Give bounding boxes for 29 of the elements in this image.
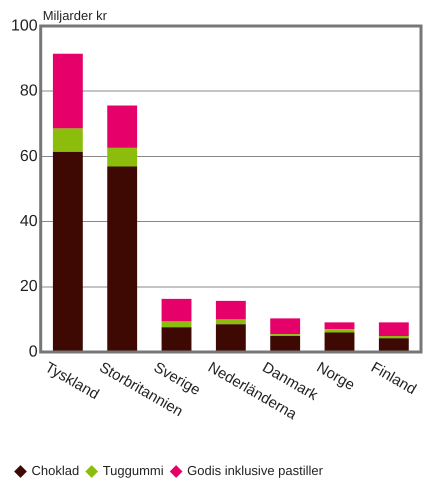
bar	[162, 321, 192, 328]
y-axis-title: Miljarder kr	[42, 8, 108, 24]
y-tick-label: 60	[20, 148, 38, 165]
bar	[52, 128, 83, 152]
bar	[324, 322, 354, 330]
legend-label: Godis inklusive pastiller	[187, 463, 324, 478]
y-tick-label: 40	[20, 213, 38, 230]
bar	[107, 148, 138, 167]
bar	[378, 322, 409, 336]
y-tick-label: 100	[10, 17, 38, 34]
legend-label: Choklad	[32, 463, 80, 478]
bar	[107, 106, 138, 148]
bar	[216, 319, 246, 324]
y-tick-label: 0	[28, 343, 38, 360]
bar	[162, 298, 192, 322]
bar	[107, 166, 138, 352]
bar	[162, 327, 192, 352]
bar	[216, 324, 246, 352]
y-tick-label: 20	[20, 278, 38, 296]
bar	[52, 54, 83, 128]
bar	[378, 338, 409, 352]
y-tick-label: 80	[20, 82, 38, 100]
bar	[324, 332, 354, 352]
bar	[324, 329, 354, 332]
bar	[270, 318, 300, 334]
bar	[216, 300, 246, 320]
bar	[52, 152, 83, 352]
bar	[270, 336, 300, 352]
legend-label: Tuggummi	[102, 463, 164, 478]
